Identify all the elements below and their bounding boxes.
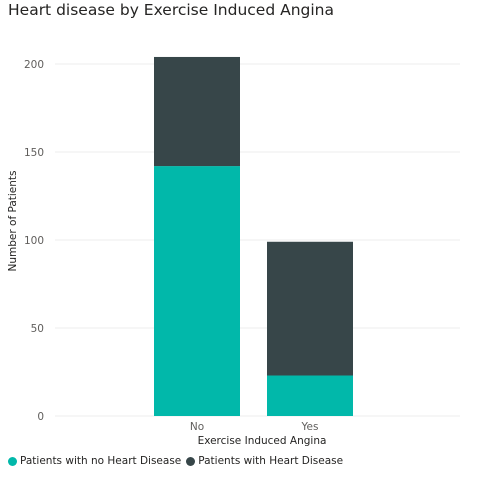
y-tick-label-50: 50 [31, 323, 44, 335]
legend-swatch-heart-disease [186, 456, 196, 466]
y-tick-label-200: 200 [24, 59, 44, 71]
legend-label-no-heart-disease: Patients with no Heart Disease [20, 455, 182, 467]
bars [154, 56, 353, 416]
bar-no-series-1 [154, 56, 240, 167]
legend-item-no-heart-disease[interactable]: Patients with no Heart Disease [8, 455, 181, 467]
legend: Patients with no Heart Disease Patients … [8, 455, 348, 467]
gridlines [55, 63, 460, 417]
bar-no-series-0 [154, 166, 240, 416]
bar-yes-series-0 [267, 375, 353, 416]
y-axis-ticks: 0 50 100 150 200 [24, 59, 44, 423]
y-tick-label-0: 0 [37, 411, 44, 423]
x-tick-label-no: No [190, 421, 204, 433]
bar-yes-series-1 [267, 241, 353, 376]
legend-item-heart-disease[interactable]: Patients with Heart Disease [186, 455, 343, 467]
y-tick-label-150: 150 [24, 147, 44, 159]
x-tick-label-yes: Yes [301, 421, 319, 433]
legend-swatch-no-heart-disease [8, 456, 17, 466]
legend-label-heart-disease: Patients with Heart Disease [198, 455, 344, 467]
y-tick-label-100: 100 [24, 235, 44, 247]
chart-title: Heart disease by Exercise Induced Angina [8, 1, 334, 19]
y-axis-label: Number of Patients [7, 170, 19, 271]
x-axis-ticks: No Yes [190, 421, 319, 433]
x-axis-label: Exercise Induced Angina [198, 435, 327, 447]
